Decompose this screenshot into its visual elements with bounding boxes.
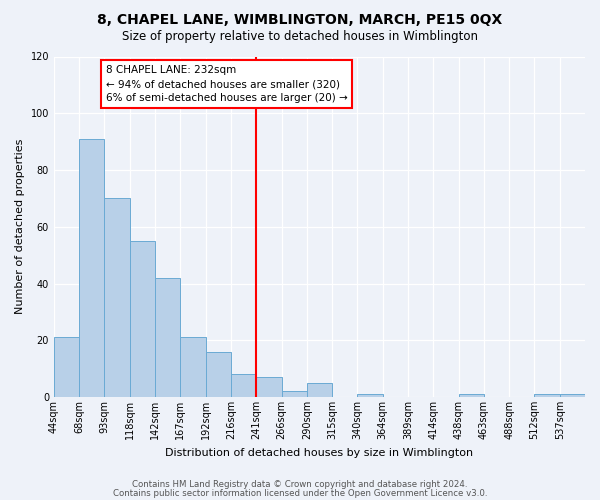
Text: 8 CHAPEL LANE: 232sqm
← 94% of detached houses are smaller (320)
6% of semi-deta: 8 CHAPEL LANE: 232sqm ← 94% of detached … (106, 65, 347, 103)
Bar (181, 338, 206, 397)
Text: 8, CHAPEL LANE, WIMBLINGTON, MARCH, PE15 0QX: 8, CHAPEL LANE, WIMBLINGTON, MARCH, PE15… (97, 12, 503, 26)
Bar (155, 278, 181, 397)
Bar (256, 377, 281, 397)
Text: Size of property relative to detached houses in Wimblington: Size of property relative to detached ho… (122, 30, 478, 43)
Bar (79, 139, 104, 397)
Text: Contains HM Land Registry data © Crown copyright and database right 2024.: Contains HM Land Registry data © Crown c… (132, 480, 468, 489)
Bar (54, 338, 79, 397)
Bar (104, 198, 130, 397)
Bar (231, 374, 256, 397)
Text: Contains public sector information licensed under the Open Government Licence v3: Contains public sector information licen… (113, 488, 487, 498)
Bar (307, 383, 332, 397)
Bar (560, 394, 585, 397)
Bar (358, 394, 383, 397)
Bar (458, 394, 484, 397)
Y-axis label: Number of detached properties: Number of detached properties (15, 139, 25, 314)
Bar (206, 352, 231, 397)
Bar (281, 392, 307, 397)
X-axis label: Distribution of detached houses by size in Wimblington: Distribution of detached houses by size … (166, 448, 473, 458)
Bar (535, 394, 560, 397)
Bar (130, 241, 155, 397)
